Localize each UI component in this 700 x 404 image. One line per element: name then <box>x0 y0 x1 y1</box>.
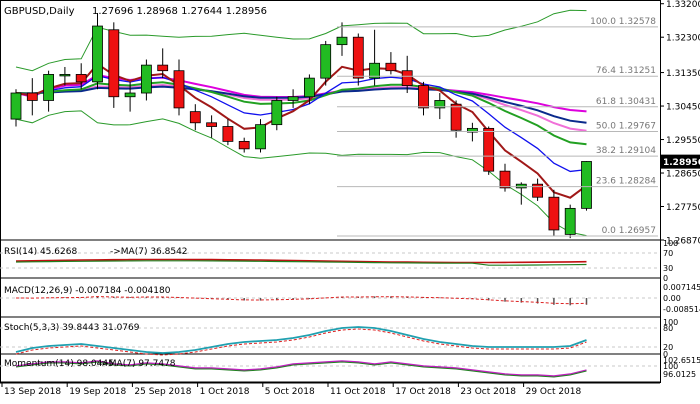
candle-body <box>75 74 87 83</box>
momentum-level-label: 102.6515 <box>663 356 700 365</box>
stoch-signal-line <box>15 328 587 356</box>
fib-level-label: 100.0 1.32578 <box>590 17 656 27</box>
stoch-main-line <box>15 326 587 354</box>
candle-body <box>532 183 543 198</box>
candle-body <box>466 127 478 133</box>
candle-body <box>287 96 299 101</box>
price-tick-label: 1.26870 <box>666 237 700 247</box>
candle-body <box>369 62 381 79</box>
candle-body <box>108 29 120 98</box>
macd-label: MACD(12,26,9) -0.007184 -0.004180 <box>4 286 171 296</box>
current-price-label: 1.28956 <box>663 158 700 168</box>
x-tick-label: 19 Sep 2018 <box>69 387 126 397</box>
fib-level-label: 61.8 1.30431 <box>596 97 656 107</box>
price-tick-label: 1.30450 <box>666 103 700 113</box>
symbol-label: GBPUSD,Daily <box>4 6 75 17</box>
momentum-line <box>15 360 587 377</box>
macd-signal-line <box>15 296 587 305</box>
momentum-ma-line <box>15 361 587 378</box>
price-tick-label: 1.31350 <box>666 69 700 79</box>
candle-body <box>59 74 71 77</box>
x-tick-label: 17 Oct 2018 <box>395 387 451 397</box>
candle-body <box>173 70 185 109</box>
candle-body <box>418 85 429 109</box>
candle-body <box>320 44 332 79</box>
fib-level-label: 76.4 1.31251 <box>596 66 656 76</box>
candle-body <box>581 161 592 209</box>
rsi-ma-line <box>15 260 587 266</box>
price-tick-label: 1.33200 <box>666 0 700 10</box>
x-tick-label: 23 Oct 2018 <box>460 387 516 397</box>
rsi-line <box>15 258 587 264</box>
stoch-label: Stoch(5,3,3) 39.8443 31.0769 <box>4 323 140 333</box>
price-tick-label: 1.27750 <box>666 203 700 213</box>
candle-body <box>222 126 234 142</box>
candle-body <box>140 64 152 94</box>
candle-body <box>206 122 218 127</box>
candle-body <box>43 74 54 101</box>
candle-body <box>483 127 495 172</box>
x-tick-label: 1 Oct 2018 <box>200 387 250 397</box>
stoch-level-label: 0 <box>663 350 668 359</box>
bollinger-lower-line <box>15 110 587 237</box>
stoch-level-label: 20 <box>663 343 673 352</box>
fib-level-label: 38.2 1.29104 <box>596 146 656 156</box>
candle-body <box>124 92 136 98</box>
stoch-level-label: 100 <box>663 318 678 327</box>
rsi-label: RSI(14) 45.6268 <box>4 247 77 257</box>
rsi-level-label: 70 <box>663 249 673 258</box>
candle-body <box>238 140 250 150</box>
fib-level-label: 0.0 1.26957 <box>602 226 656 236</box>
candle-body <box>515 183 527 189</box>
fib-level-label: 23.6 1.28284 <box>596 177 656 187</box>
momentum-level-label: 100 <box>663 362 678 371</box>
candle-body <box>352 36 364 79</box>
macd-level-label: -0.008514 <box>663 305 700 314</box>
stoch-level-label: 80 <box>663 324 673 333</box>
candle-body <box>385 62 397 72</box>
x-tick-label: 25 Sep 2018 <box>134 387 191 397</box>
candle-body <box>271 100 283 126</box>
x-tick-label: 13 Sep 2018 <box>4 387 61 397</box>
candle-body <box>303 77 315 98</box>
candle-body <box>157 64 169 72</box>
price-tick-label: 1.29550 <box>666 136 700 146</box>
rsi-level-label: 30 <box>663 264 673 273</box>
price-tick-label: 1.32300 <box>666 34 700 44</box>
current-price-box <box>660 154 700 169</box>
candle-body <box>10 92 22 120</box>
x-tick-label: 29 Oct 2018 <box>526 387 582 397</box>
momentum-level-label: 96.0125 <box>663 370 696 379</box>
macd-level-label: 0.00 <box>663 294 681 303</box>
candle-body <box>434 100 446 109</box>
rsi-level-label: 100 <box>663 239 678 248</box>
macd-level-label: 0.007145 <box>663 283 700 292</box>
momentum-ma-label: ->MA(7) 97.7478 <box>98 359 176 369</box>
candle-body <box>26 92 38 101</box>
candle-body <box>255 124 266 150</box>
candle-body <box>92 25 103 83</box>
rsi-ma-label: ->MA(7) 36.8542 <box>110 247 188 257</box>
candle-body <box>548 196 560 231</box>
price-tick-label: 1.28650 <box>666 170 700 180</box>
x-tick-label: 5 Oct 2018 <box>265 387 315 397</box>
candle-body <box>564 207 576 235</box>
candle-body <box>401 70 413 86</box>
candle-body <box>499 170 511 189</box>
candle-body <box>450 103 462 131</box>
momentum-label: Momentum(14) 98.0445 <box>4 359 114 369</box>
x-tick-label: 11 Oct 2018 <box>330 387 386 397</box>
candle-body <box>189 111 201 124</box>
rsi-level-label: 0 <box>663 274 668 283</box>
ohlc-label: 1.27696 1.28968 1.27644 1.28956 <box>92 6 267 17</box>
candle-body <box>336 36 348 46</box>
fib-level-label: 50.0 1.29767 <box>596 121 656 131</box>
